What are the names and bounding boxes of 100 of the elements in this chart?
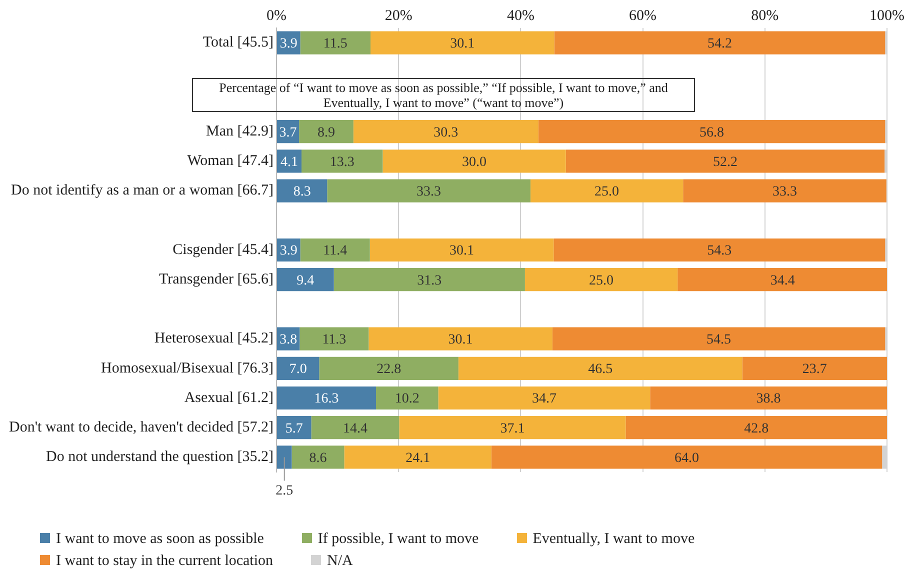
data-label: 2.5 <box>276 483 294 498</box>
data-label: 10.2 <box>394 392 420 407</box>
bar <box>276 386 376 410</box>
x-tick-label: 20% <box>384 8 412 24</box>
bar <box>524 268 678 292</box>
bar <box>276 356 320 380</box>
data-label: 11.3 <box>322 332 346 348</box>
bar <box>552 327 886 350</box>
data-label: 3.9 <box>280 244 298 259</box>
data-label: 16.3 <box>314 392 339 407</box>
bar <box>311 416 400 440</box>
y-tick-label: Do not identify as a man or a woman [66.7] <box>11 182 274 199</box>
bar <box>458 356 742 380</box>
data-label: 54.2 <box>707 36 732 52</box>
bar <box>376 386 438 410</box>
x-tick-label: 60% <box>629 8 657 24</box>
data-label: 11.5 <box>323 36 348 52</box>
bar <box>334 268 525 292</box>
data-label: 33.3 <box>416 184 442 200</box>
y-tick-label: Don't want to decide, haven't decided [57.2] <box>8 420 274 436</box>
x-tick-label: 0% <box>266 8 286 24</box>
y-tick-label: Asexual [61.2] <box>184 390 274 406</box>
bar <box>368 327 552 350</box>
bar <box>742 356 887 380</box>
data-label: 30.1 <box>450 36 475 52</box>
data-label: 54.5 <box>706 332 732 348</box>
bar <box>276 268 334 292</box>
data-label: 30.1 <box>450 244 474 259</box>
data-label: 52.2 <box>712 154 738 170</box>
data-label: 4.1 <box>280 154 298 170</box>
legend-label: If possible, I want to move <box>318 531 479 547</box>
legend-label: I want to stay in the current location <box>56 553 274 569</box>
legend-label: Eventually, I want to move <box>532 531 695 547</box>
data-label: 8.9 <box>317 125 335 140</box>
data-label: 30.1 <box>448 332 473 348</box>
y-tick-label: Man [42.9] <box>206 124 274 140</box>
data-label: 38.8 <box>756 392 781 407</box>
data-label: 22.8 <box>376 362 402 378</box>
bar <box>353 120 538 144</box>
bar <box>650 386 887 410</box>
data-label: 34.4 <box>770 273 795 288</box>
bar <box>566 150 885 173</box>
data-label: 42.8 <box>744 421 769 436</box>
bar <box>299 120 354 144</box>
bar <box>276 446 292 469</box>
x-tick-label: 80% <box>751 8 779 24</box>
bar <box>370 31 554 54</box>
bar <box>319 356 458 380</box>
data-label: 7.0 <box>289 362 307 378</box>
bar <box>300 238 370 262</box>
data-label: 3.7 <box>279 125 297 140</box>
data-label: 30.3 <box>434 125 458 140</box>
y-tick-label: Transgender [65.6] <box>159 272 274 288</box>
data-label: 24.1 <box>406 450 430 466</box>
bar <box>302 150 383 173</box>
data-label: 14.4 <box>342 421 368 436</box>
bar <box>276 150 302 173</box>
data-label: 54.3 <box>707 244 732 259</box>
x-tick-label: 40% <box>506 8 534 24</box>
data-label: 30.0 <box>462 154 487 170</box>
data-label: 25.0 <box>594 184 620 200</box>
bar <box>554 238 886 262</box>
callout-box: Percentage of “I want to move as soon as possible,” “If possible, I want to move,” and Eventually, I want to move” (“want to move”) <box>192 78 695 112</box>
bar <box>370 238 554 262</box>
y-tick-label: Total [45.5] <box>202 34 274 51</box>
legend-label: N/A <box>327 553 353 569</box>
x-tick-label: 100% <box>870 8 904 24</box>
bar <box>344 446 492 469</box>
bar <box>382 150 566 173</box>
data-label: 11.4 <box>323 244 348 259</box>
data-label: 46.5 <box>588 362 613 378</box>
y-tick-label: Heterosexual [45.2] <box>154 330 274 347</box>
bar <box>276 179 328 202</box>
data-label: 8.3 <box>293 184 311 200</box>
data-label: 33.3 <box>772 184 797 200</box>
bar <box>491 446 882 469</box>
bar <box>276 416 312 440</box>
y-tick-label: Homosexual/Bisexual [76.3] <box>101 360 274 376</box>
bar <box>438 386 650 410</box>
data-label: 31.3 <box>417 273 442 288</box>
legend-label: I want to move as soon as possible <box>56 531 264 547</box>
data-label: 9.4 <box>296 273 314 288</box>
y-tick-label: Woman [47.4] <box>187 153 274 170</box>
bar <box>678 268 887 292</box>
data-label: 25.0 <box>589 273 614 288</box>
bar <box>300 31 371 54</box>
y-tick-label: Cisgender [45.4] <box>172 242 274 258</box>
bar <box>530 179 684 202</box>
data-label: 8.6 <box>309 450 327 466</box>
bar <box>554 31 886 54</box>
data-label: 64.0 <box>674 450 699 466</box>
data-label: 56.8 <box>700 125 724 140</box>
data-label: 13.3 <box>330 154 354 170</box>
bar <box>327 179 530 202</box>
data-label: 37.1 <box>500 421 525 436</box>
bar <box>399 416 626 440</box>
data-label: 23.7 <box>802 362 827 378</box>
data-label: 3.8 <box>280 332 298 348</box>
data-label: 5.7 <box>285 421 303 436</box>
bar <box>626 416 887 440</box>
